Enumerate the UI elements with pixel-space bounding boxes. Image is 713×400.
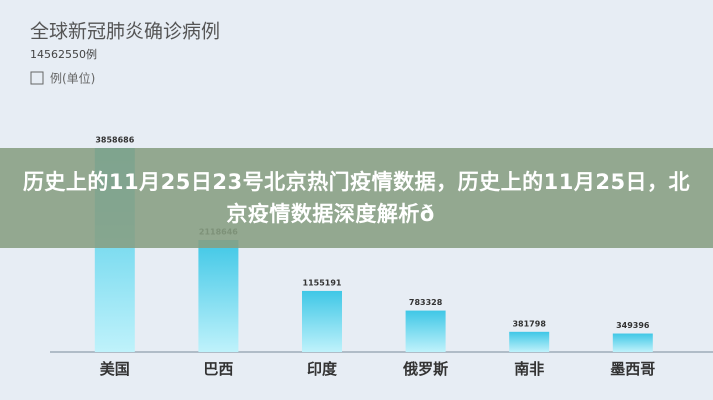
headline: 历史上的11月25日23号北京热门疫情数据，历史上的11月25日，北京疫情数据深… [22,170,691,226]
chart-title: 全球新冠肺炎确诊病例 [30,21,220,43]
value-label: 1155191 [303,278,342,287]
value-label: 381798 [512,319,546,328]
x-tick-label: 俄罗斯 [402,360,448,378]
value-label: 349396 [616,321,650,330]
bar [302,290,342,352]
x-tick-label: 美国 [100,360,130,378]
bar [612,333,653,352]
chart-subtitle: 14562550例 [30,47,97,61]
legend-label: 例(单位) [50,71,95,86]
banner: 历史上的11月25日23号北京热门疫情数据，历史上的11月25日，北京疫情数据深… [0,148,713,248]
bar [405,310,446,352]
x-tick-label: 印度 [307,360,338,378]
value-label: 783328 [409,298,443,307]
x-tick-label: 墨西哥 [610,360,655,378]
bar [509,331,550,352]
legend-swatch [30,71,44,85]
value-label: 3858686 [95,136,134,145]
bar [198,239,239,352]
x-tick-label: 巴西 [203,360,233,378]
x-tick-label: 南非 [514,360,544,378]
